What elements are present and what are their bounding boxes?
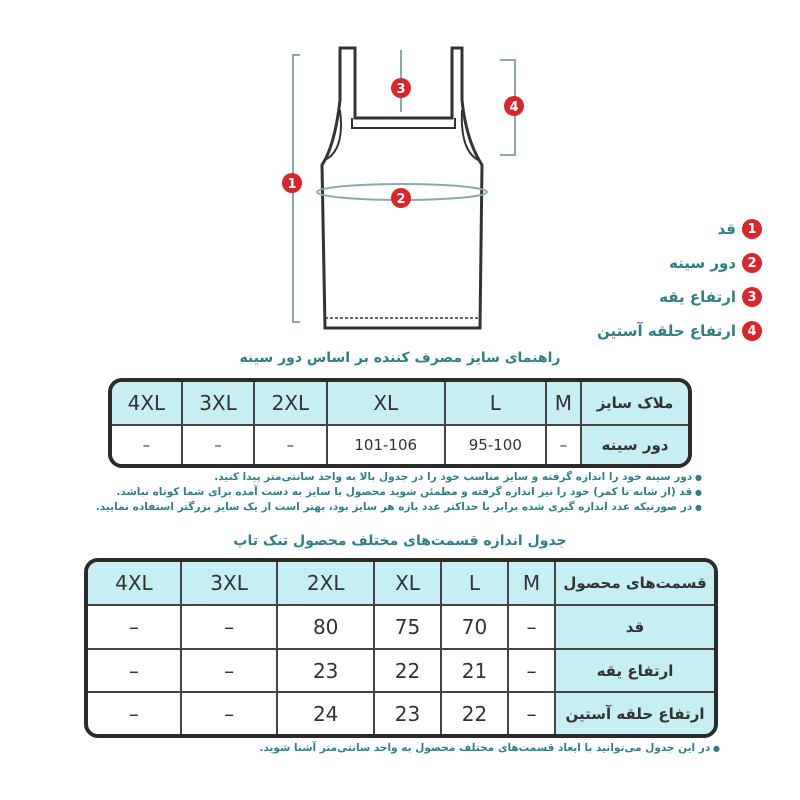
size-header: 3XL <box>180 382 254 426</box>
notes-1: دور سینه خود را اندازه گرفته و سایز مناس… <box>22 470 702 515</box>
cell: – <box>180 426 254 464</box>
size-header: L <box>439 562 507 606</box>
legend-label: دور سینه <box>669 254 736 272</box>
legend-label: قد <box>717 220 737 238</box>
notes-2: در این جدول می‌توانید با ابعاد قسمت‌های … <box>120 741 720 756</box>
cell: – <box>253 426 326 464</box>
cell: 101-106 <box>325 426 444 464</box>
note: در صورتیکه عدد اندازه گیری شده برابر با … <box>22 500 702 515</box>
svg-text:4: 4 <box>509 100 518 115</box>
legend: 1 قد 2 دور سینه 3 ارتفاع یقه 4 ارتفاع حلقه آ… <box>597 212 762 348</box>
size-header: 2XL <box>276 562 373 606</box>
product-measurements-table: قسمت‌های محصول M L XL 2XL 3XL 4XL قد – 7… <box>84 558 718 738</box>
cell: – <box>179 605 277 650</box>
cell: – <box>179 649 277 694</box>
table-row: ارتفاع یقه – 21 22 23 – – <box>88 649 714 694</box>
cell: 22 <box>439 693 507 734</box>
cell: 70 <box>439 605 507 650</box>
cell: – <box>88 606 180 650</box>
legend-item: 3 ارتفاع یقه <box>597 280 762 314</box>
cell: 95-100 <box>443 426 545 464</box>
size-header: L <box>443 382 545 426</box>
legend-label: ارتفاع حلقه آستین <box>597 322 736 340</box>
cell: – <box>112 426 181 464</box>
svg-text:3: 3 <box>396 82 405 97</box>
cell: 24 <box>276 693 373 734</box>
cell: – <box>506 649 554 694</box>
table-row: ارتفاع حلقه آستین – 22 23 24 – – <box>88 693 714 734</box>
marker-3: 3 <box>391 78 411 98</box>
size-header: XL <box>372 562 440 606</box>
cell: 23 <box>372 693 440 734</box>
table2-title: جدول اندازه قسمت‌های مختلف محصول تنک تاپ <box>233 533 567 549</box>
chest-size-table: ملاک سایز M L XL 2XL 3XL 4XL دور سینه – … <box>108 378 692 468</box>
size-header: 3XL <box>179 562 277 606</box>
note: در این جدول می‌توانید با ابعاد قسمت‌های … <box>120 741 720 756</box>
cell: 80 <box>276 605 373 650</box>
marker-badge: 4 <box>742 321 762 341</box>
cell: – <box>128 701 139 726</box>
size-header: M <box>544 382 580 426</box>
row-label: ارتفاع یقه <box>554 649 714 694</box>
size-header: 4XL <box>88 562 180 606</box>
tank-top-diagram: 1 2 3 4 <box>282 46 524 330</box>
size-header: 4XL <box>112 382 181 426</box>
size-header: XL <box>325 382 444 426</box>
marker-badge: 2 <box>742 253 762 273</box>
marker-4: 4 <box>504 96 524 116</box>
cell: – <box>506 605 554 650</box>
table1-title: راهنمای سایز مصرف کننده بر اساس دور سینه <box>239 350 561 366</box>
table-row: قد – 70 75 80 – – <box>88 605 714 650</box>
note: قد (از شانه تا کمر) خود را نیز اندازه گر… <box>22 485 702 500</box>
marker-badge: 3 <box>742 287 762 307</box>
cell: – <box>179 693 277 734</box>
row-label: قد <box>554 605 714 650</box>
header-label: ملاک سایز <box>580 382 688 426</box>
legend-label: ارتفاع یقه <box>659 288 736 306</box>
cell: – <box>544 426 580 464</box>
size-header: M <box>506 562 554 606</box>
row-label: ارتفاع حلقه آستین <box>554 693 714 734</box>
cell: – <box>506 693 554 734</box>
cell: 22 <box>372 649 440 694</box>
legend-item: 4 ارتفاع حلقه آستین <box>597 314 762 348</box>
cell: 21 <box>439 649 507 694</box>
svg-text:1: 1 <box>287 177 296 192</box>
size-header: 2XL <box>253 382 326 426</box>
cell: 23 <box>276 649 373 694</box>
row-label: دور سینه <box>580 426 688 464</box>
cell: – <box>88 650 180 694</box>
marker-2: 2 <box>391 188 411 208</box>
legend-item: 1 قد <box>597 212 762 246</box>
header-label: قسمت‌های محصول <box>554 562 714 606</box>
marker-1: 1 <box>282 173 302 193</box>
svg-text:2: 2 <box>396 192 405 207</box>
cell: 75 <box>372 605 440 650</box>
note: دور سینه خود را اندازه گرفته و سایز مناس… <box>22 470 702 485</box>
legend-item: 2 دور سینه <box>597 246 762 280</box>
marker-badge: 1 <box>742 219 762 239</box>
